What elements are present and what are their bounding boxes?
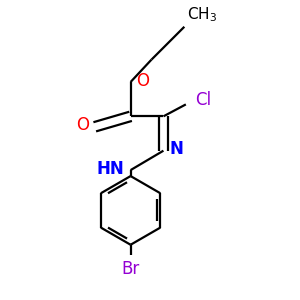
Text: Cl: Cl <box>195 91 211 109</box>
Text: O: O <box>76 116 89 134</box>
Text: O: O <box>136 71 150 89</box>
Text: CH$_3$: CH$_3$ <box>187 5 217 24</box>
Text: Br: Br <box>122 260 140 278</box>
Text: N: N <box>169 140 183 158</box>
Text: HN: HN <box>97 160 124 178</box>
